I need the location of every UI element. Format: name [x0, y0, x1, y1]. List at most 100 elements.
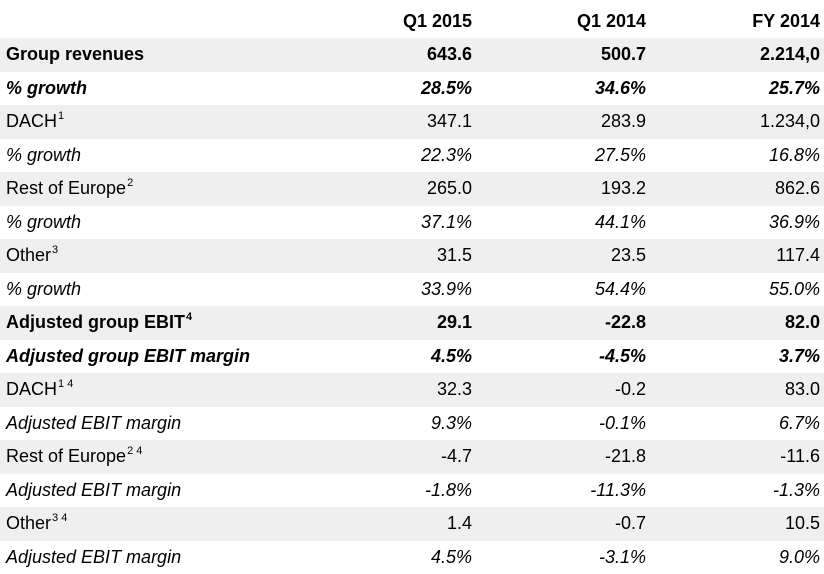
- footnote-marker: 3: [52, 244, 58, 256]
- value-cell: 2.214,0: [646, 44, 820, 65]
- value-cell: 9.0%: [646, 547, 820, 568]
- value-cell: 27.5%: [472, 145, 646, 166]
- value-cell: 83.0: [646, 379, 820, 400]
- value-cell: -1.3%: [646, 480, 820, 501]
- value-cell: 34.6%: [472, 78, 646, 99]
- table-row: % growth 33.9%54.4%55.0%: [0, 273, 824, 307]
- value-cell: -21.8: [472, 446, 646, 467]
- header-q1-2015: Q1 2015: [330, 11, 472, 32]
- table-row: Adjusted group EBIT margin 4.5%-4.5%3.7%: [0, 340, 824, 374]
- row-label-text: Adjusted group EBIT margin: [6, 346, 250, 366]
- value-cell: 31.5: [330, 245, 472, 266]
- value-cell: -11.6: [646, 446, 820, 467]
- row-label: Other3 4: [0, 513, 330, 534]
- value-cell: 16.8%: [646, 145, 820, 166]
- value-cell: -3.1%: [472, 547, 646, 568]
- table-row: Rest of Europe2 4-4.7-21.8-11.6: [0, 440, 824, 474]
- value-cell: 283.9: [472, 111, 646, 132]
- value-cell: 28.5%: [330, 78, 472, 99]
- row-label-text: DACH: [6, 379, 57, 399]
- footnote-marker: 2: [127, 177, 133, 189]
- row-label-text: DACH: [6, 111, 57, 131]
- value-cell: -1.8%: [330, 480, 472, 501]
- value-cell: -0.7: [472, 513, 646, 534]
- value-cell: 1.234,0: [646, 111, 820, 132]
- footnote-marker: 1: [58, 110, 64, 122]
- value-cell: 10.5: [646, 513, 820, 534]
- value-cell: -0.1%: [472, 413, 646, 434]
- row-label-text: Other: [6, 245, 51, 265]
- row-label: Adjusted EBIT margin: [0, 480, 330, 501]
- value-cell: 265.0: [330, 178, 472, 199]
- row-label: % growth: [0, 78, 330, 99]
- row-label-text: % growth: [6, 145, 81, 165]
- value-cell: -0.2: [472, 379, 646, 400]
- footnote-marker: 2 4: [127, 445, 142, 457]
- value-cell: 33.9%: [330, 279, 472, 300]
- row-label: Rest of Europe2: [0, 178, 330, 199]
- value-cell: 347.1: [330, 111, 472, 132]
- table-row: Adjusted EBIT margin 9.3%-0.1%6.7%: [0, 407, 824, 441]
- footnote-marker: 1 4: [58, 378, 73, 390]
- header-q1-2014: Q1 2014: [472, 11, 646, 32]
- value-cell: -11.3%: [472, 480, 646, 501]
- value-cell: 36.9%: [646, 212, 820, 233]
- value-cell: 29.1: [330, 312, 472, 333]
- footnote-marker: 4: [186, 311, 192, 323]
- value-cell: 9.3%: [330, 413, 472, 434]
- row-label-text: % growth: [6, 279, 81, 299]
- value-cell: 6.7%: [646, 413, 820, 434]
- value-cell: -4.7: [330, 446, 472, 467]
- value-cell: 25.7%: [646, 78, 820, 99]
- row-label-text: Adjusted EBIT margin: [6, 413, 181, 433]
- row-label-text: Rest of Europe: [6, 178, 126, 198]
- value-cell: 500.7: [472, 44, 646, 65]
- table-row: Adjusted EBIT margin 4.5%-3.1%9.0%: [0, 541, 824, 574]
- value-cell: 32.3: [330, 379, 472, 400]
- value-cell: 23.5: [472, 245, 646, 266]
- value-cell: 4.5%: [330, 346, 472, 367]
- value-cell: 22.3%: [330, 145, 472, 166]
- row-label: Adjusted EBIT margin: [0, 413, 330, 434]
- row-label: % growth: [0, 279, 330, 300]
- value-cell: 862.6: [646, 178, 820, 199]
- row-label: DACH1: [0, 111, 330, 132]
- row-label: Adjusted group EBIT margin: [0, 346, 330, 367]
- value-cell: -4.5%: [472, 346, 646, 367]
- row-label-text: % growth: [6, 78, 87, 98]
- footnote-marker: 3 4: [52, 512, 67, 524]
- row-label: DACH1 4: [0, 379, 330, 400]
- value-cell: 4.5%: [330, 547, 472, 568]
- row-label-text: Adjusted EBIT margin: [6, 547, 181, 567]
- row-label: Adjusted EBIT margin: [0, 547, 330, 568]
- row-label-text: Adjusted group EBIT: [6, 312, 185, 332]
- value-cell: 117.4: [646, 245, 820, 266]
- value-cell: 37.1%: [330, 212, 472, 233]
- row-label-text: Group revenues: [6, 44, 144, 64]
- value-cell: 643.6: [330, 44, 472, 65]
- value-cell: 3.7%: [646, 346, 820, 367]
- row-label: Adjusted group EBIT4: [0, 312, 330, 333]
- row-label: Other3: [0, 245, 330, 266]
- table-row: % growth 28.5%34.6%25.7%: [0, 72, 824, 106]
- value-cell: 55.0%: [646, 279, 820, 300]
- row-label-text: Other: [6, 513, 51, 533]
- value-cell: 54.4%: [472, 279, 646, 300]
- row-label: % growth: [0, 212, 330, 233]
- value-cell: 193.2: [472, 178, 646, 199]
- value-cell: 82.0: [646, 312, 820, 333]
- row-label-text: Rest of Europe: [6, 446, 126, 466]
- row-label: Rest of Europe2 4: [0, 446, 330, 467]
- table-row: % growth 22.3%27.5%16.8%: [0, 139, 824, 173]
- row-label: % growth: [0, 145, 330, 166]
